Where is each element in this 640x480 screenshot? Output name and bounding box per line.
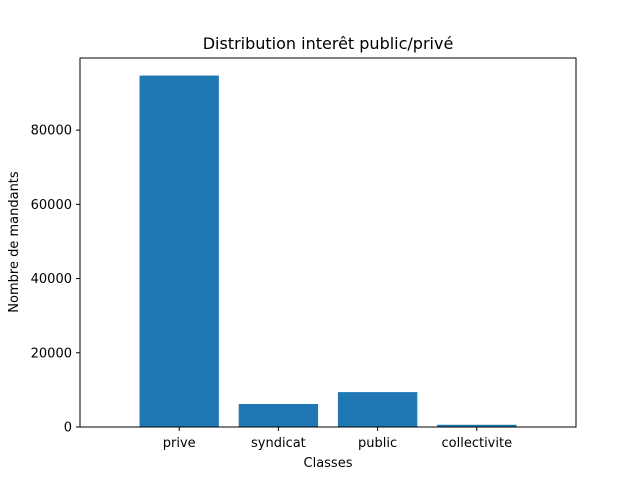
bar-public bbox=[337, 392, 418, 427]
x-tick-label: collectivite bbox=[442, 436, 513, 451]
bar-collectivite bbox=[437, 424, 517, 427]
x-tick-label: prive bbox=[163, 436, 196, 451]
y-tick-label: 40000 bbox=[31, 272, 72, 287]
plot-frame bbox=[79, 57, 577, 428]
y-axis-ticks: 0 20000 40000 60000 80000 bbox=[31, 124, 80, 436]
bars-group bbox=[139, 75, 517, 428]
chart-title: Distribution interêt public/privé bbox=[203, 34, 454, 53]
y-tick-label: 80000 bbox=[31, 124, 72, 139]
bar-syndicat bbox=[238, 403, 319, 427]
x-axis-ticks: prive syndicat public collectivite bbox=[163, 427, 512, 451]
x-tick-label: public bbox=[358, 436, 397, 451]
x-axis-label: Classes bbox=[304, 456, 353, 471]
y-tick-label: 0 bbox=[64, 421, 72, 436]
y-axis-label: Nombre de mandants bbox=[7, 171, 22, 313]
y-tick-label: 20000 bbox=[31, 346, 72, 361]
bar-prive bbox=[139, 75, 219, 428]
y-tick-label: 60000 bbox=[31, 198, 72, 213]
x-tick-label: syndicat bbox=[251, 436, 306, 451]
